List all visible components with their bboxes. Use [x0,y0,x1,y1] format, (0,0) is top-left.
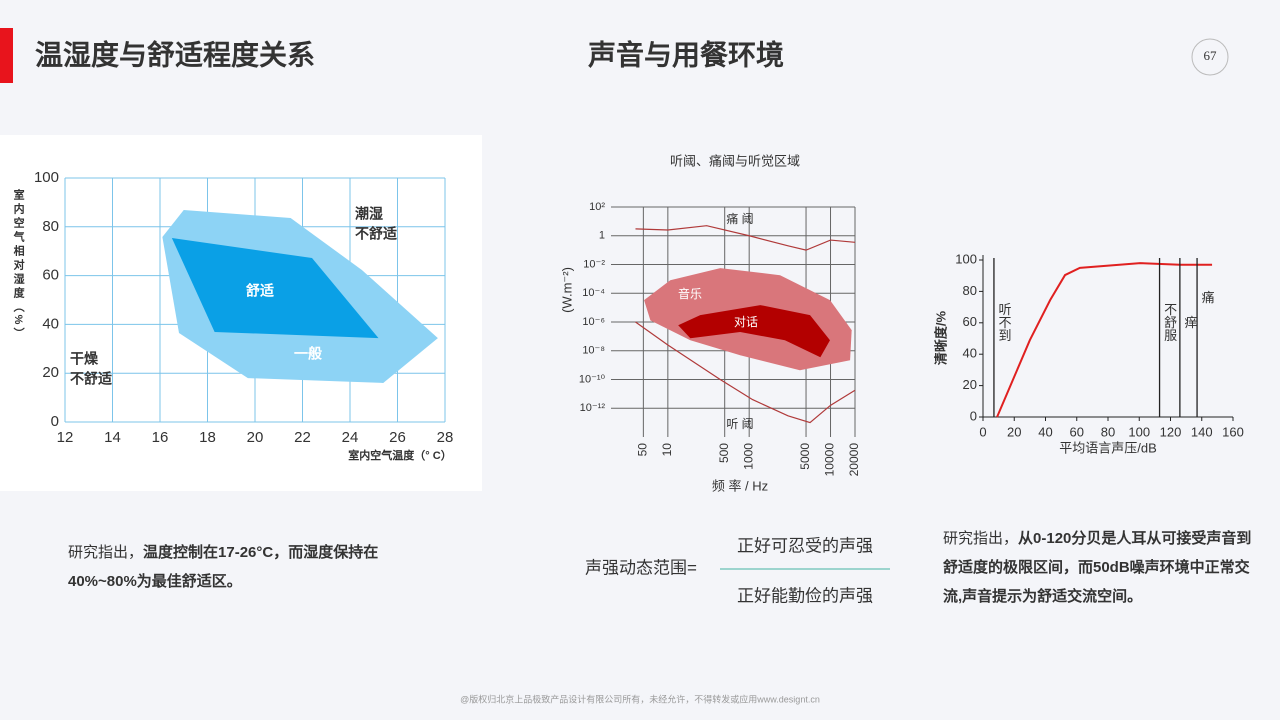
y-tick-label: 10⁻¹⁰ [579,373,606,385]
x-axis-label: 平均语言声压/dB [1059,440,1157,455]
marker-label: 痛 [1200,290,1215,305]
left-paragraph: 研究指出，温度控制在17-26°C，而湿度保持在40%~80%为最佳舒适区。 [68,538,388,596]
x-tick-label: 28 [437,429,454,446]
annotation: 不舒适 [70,371,112,387]
text: 研究指出， [68,544,144,561]
marker-label: 痒 [1182,315,1197,330]
region [678,305,830,358]
x-axis-label: 频 率 / Hz [712,478,768,493]
x-tick-label: 10000 [823,443,837,477]
y-tick-label: 100 [955,251,977,266]
accent-bar [0,28,13,83]
line [635,225,856,251]
formula-numerator: 正好可忍受的声强 [737,536,873,555]
x-tick-label: 60 [1070,424,1084,439]
x-tick-label: 20 [1007,424,1021,439]
x-tick-label: 140 [1191,424,1213,439]
y-tick-label: 10⁻⁸ [582,345,605,357]
y-axis-label: 室内空气相对湿度（%） [12,187,26,341]
x-tick-label: 18 [199,429,216,446]
x-tick-label: 160 [1222,424,1244,439]
x-tick-label: 120 [1160,424,1182,439]
chart-title: 听阈、痛阈与听觉区域 [670,153,800,168]
x-tick-label: 16 [152,429,169,446]
x-tick-label: 22 [294,429,311,446]
y-tick-label: 40 [963,346,977,361]
x-tick-label: 14 [104,429,121,446]
y-tick-label: 60 [963,314,977,329]
x-tick-label: 500 [717,443,731,463]
formula-denominator: 正好能勤俭的声强 [737,586,873,605]
y-tick-label: 0 [51,413,59,430]
y-tick-label: 10⁻² [583,258,605,270]
left-title: 温湿度与舒适程度关系 [35,38,315,70]
y-tick-label: 1 [599,230,605,242]
y-tick-label: 10⁻⁴ [582,287,605,299]
x-tick-label: 12 [57,429,74,446]
x-tick-label: 26 [389,429,406,446]
text-bold: 从0-120分贝是人耳从可接受声音到舒适度的极限区间，而50dB噪声环境中正常交… [943,530,1252,605]
y-tick-label: 80 [42,218,59,235]
x-tick-label: 5000 [798,443,812,470]
formula-left: 声强动态范围= [585,558,697,577]
x-axis-label: 室内空气温度（° C） [348,448,451,462]
x-tick-label: 20 [247,429,264,446]
text-bold: 温度控制在17-26°C，而湿度保持在40%~80%为最佳舒适区。 [68,544,379,590]
region-label: 对话 [734,315,758,329]
marker-label: 不舒服 [1162,303,1177,342]
y-tick-label: 20 [963,377,977,392]
x-tick-label: 20000 [847,443,861,477]
region-label: 舒适 [246,283,274,299]
line [635,321,856,424]
page-number: 67 [1204,48,1218,63]
x-tick-label: 24 [342,429,359,446]
x-tick-label: 40 [1038,424,1052,439]
y-tick-label: 80 [963,283,977,298]
x-tick-label: 50 [636,443,650,457]
y-tick-label: 0 [970,408,977,423]
annotation: 干燥 [70,351,99,367]
x-tick-label: 80 [1101,424,1115,439]
right-paragraph: 研究指出，从0-120分贝是人耳从可接受声音到舒适度的极限区间，而50dB噪声环… [943,524,1253,611]
x-tick-label: 100 [1128,424,1150,439]
page-circle [1191,38,1229,76]
y-tick-label: 40 [42,315,59,332]
y-tick-label: 20 [42,364,59,381]
right-title: 声音与用餐环境 [588,38,784,70]
region-label: 音乐 [678,286,702,301]
footer: @版权归北京上品极致产品设计有限公司所有，未经允许，不得转发或应用www.des… [460,693,820,704]
y-tick-label: 60 [42,267,59,284]
annotation: 不舒适 [355,226,397,242]
y-axis-label: (W.m⁻²) [559,267,574,313]
y-tick-label: 10⁻⁶ [582,316,605,328]
y-tick-label: 10⁻¹² [580,402,606,414]
line [996,262,1213,418]
text: 研究指出， [943,530,1019,547]
y-tick-label: 100 [34,169,59,186]
marker-label: 听不到 [997,303,1012,342]
x-tick-label: 1000 [741,443,755,470]
x-tick-label: 10 [660,443,674,457]
y-axis-label: 清晰度/% [933,310,948,365]
x-tick-label: 0 [979,424,986,439]
series-label: 听 阈 [726,416,753,431]
region [171,238,379,339]
annotation: 潮湿 [355,206,383,222]
region-label: 一般 [294,346,322,362]
series-label: 痛 阈 [726,211,753,226]
y-tick-label: 10² [589,201,605,213]
